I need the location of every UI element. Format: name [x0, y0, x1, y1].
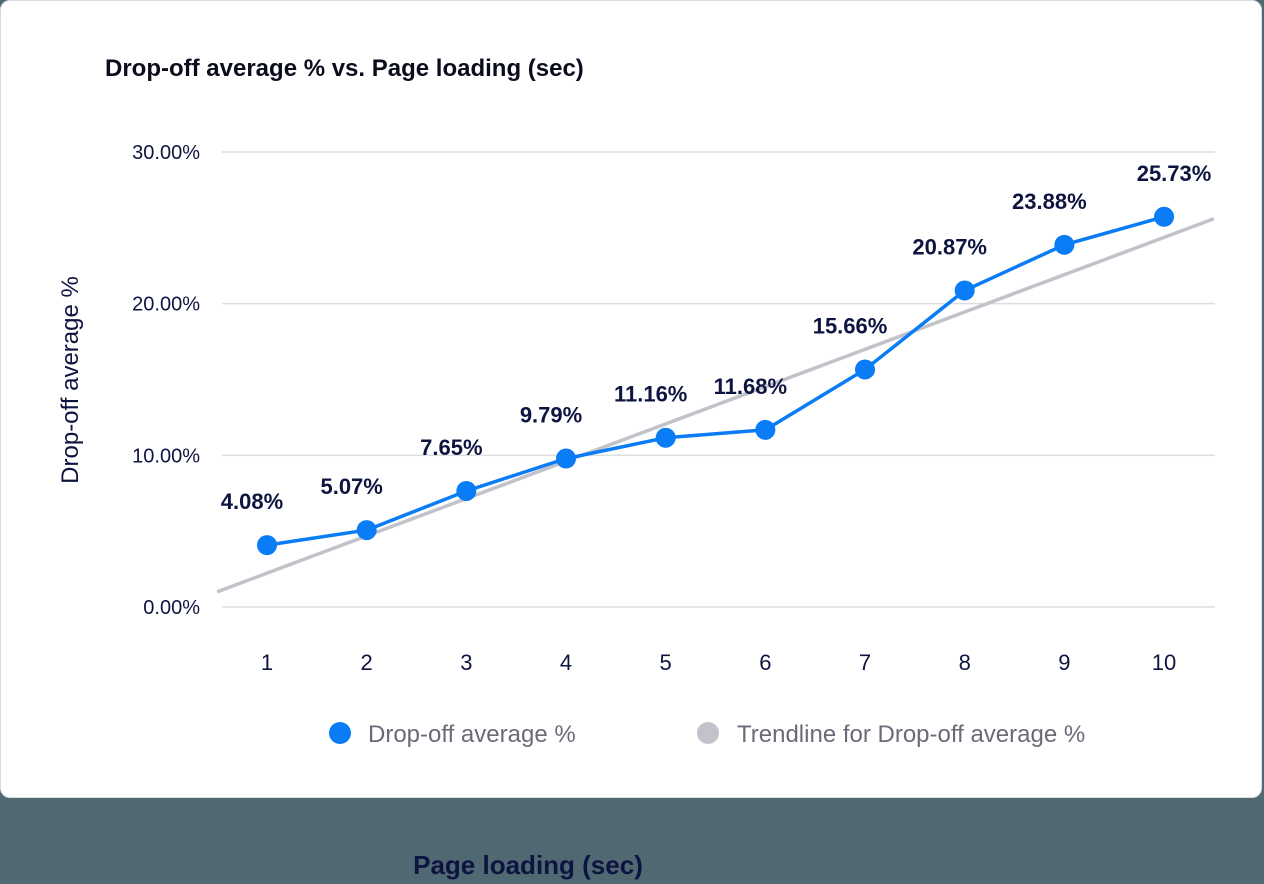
data-point [356, 520, 377, 541]
data-label: 15.66% [813, 313, 888, 338]
x-tick-label: 9 [1058, 650, 1070, 675]
x-tick-label: 7 [859, 650, 871, 675]
x-tick-label: 4 [560, 650, 572, 675]
legend-label-series: Drop-off average % [368, 721, 576, 748]
data-point [755, 419, 776, 440]
x-tick-label: 2 [361, 650, 373, 675]
data-point [655, 427, 676, 448]
data-label: 23.88% [1012, 189, 1087, 214]
data-label: 5.07% [320, 474, 382, 499]
data-label: 20.87% [912, 234, 987, 259]
y-axis-title: Drop-off average % [57, 276, 84, 484]
data-point [257, 535, 277, 556]
x-tick-label: 5 [660, 650, 672, 675]
x-tick-label: 8 [959, 650, 971, 675]
data-point [456, 480, 477, 501]
data-point [1154, 206, 1175, 227]
y-tick-label: 30.00% [132, 142, 200, 164]
data-label: 11.16% [614, 382, 687, 407]
line-chart: 0.00% 10.00% 20.00% 30.00% Drop-off average … [57, 142, 1215, 748]
legend-label-trendline: Trendline for Drop-off average % [737, 721, 1085, 748]
series-line [266, 215, 1165, 547]
x-axis-title: Page loading (sec) [413, 850, 643, 880]
data-label: 4.08% [221, 489, 283, 514]
data-label: 11.68% [714, 374, 787, 399]
y-tick-label: 0.00% [143, 597, 200, 619]
chart-card: Drop-off average % vs. Page loading (sec… [0, 0, 1262, 798]
x-tick-label: 10 [1152, 650, 1176, 675]
y-tick-label: 10.00% [132, 445, 200, 467]
x-tick-label: 1 [261, 650, 273, 675]
data-point [556, 448, 577, 469]
legend-marker-series [329, 722, 351, 744]
data-label: 9.79% [520, 403, 582, 428]
x-tick-label: 6 [759, 650, 771, 675]
y-tick-label: 20.00% [132, 294, 200, 316]
data-point [855, 359, 876, 380]
trendline [216, 217, 1215, 594]
data-point [954, 280, 975, 301]
legend-marker-trendline [697, 722, 719, 744]
chart-title: Drop-off average % vs. Page loading (sec… [105, 55, 584, 82]
data-label: 7.65% [420, 435, 482, 460]
x-tick-label: 3 [460, 650, 472, 675]
data-point [1054, 234, 1075, 255]
data-label: 25.73% [1137, 161, 1212, 186]
